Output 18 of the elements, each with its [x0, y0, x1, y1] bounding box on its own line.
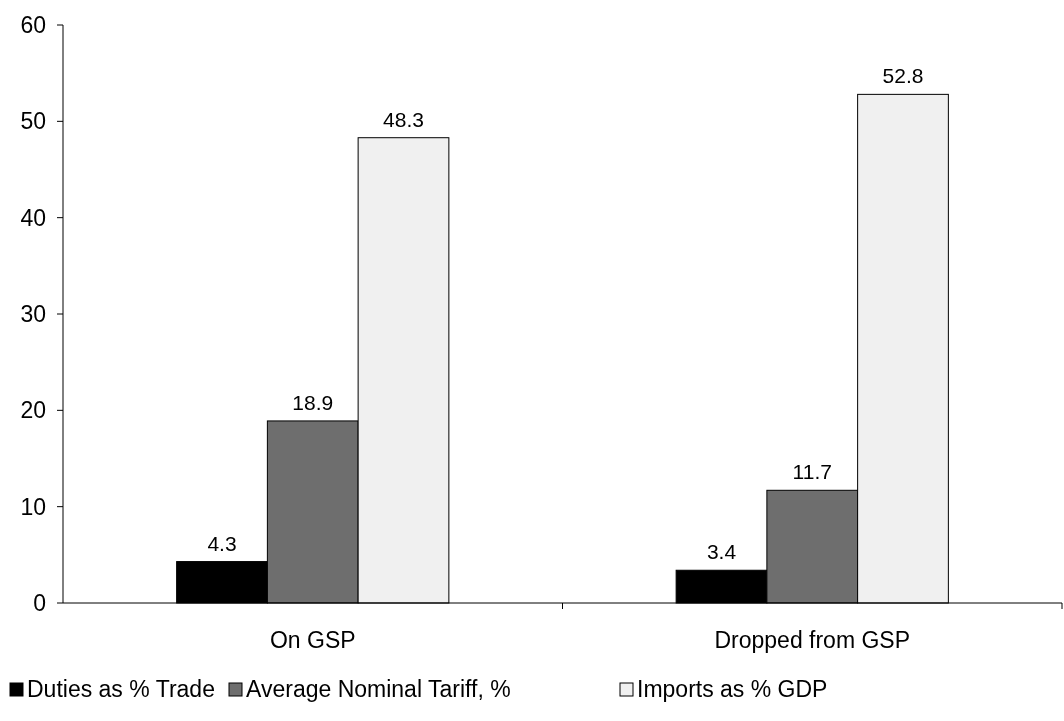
data-label: 4.3 [207, 531, 237, 555]
x-tick-label: On GSP [269, 627, 356, 653]
y-tick-label: 30 [20, 301, 46, 328]
y-tick-label: 40 [20, 204, 46, 231]
y-tick-label: 10 [20, 493, 46, 520]
x-tick-label: Dropped from GSP [714, 627, 911, 653]
legend-label: Average Nominal Tariff, % [246, 676, 511, 702]
data-label: 48.3 [383, 107, 424, 131]
data-label: 3.4 [706, 540, 737, 564]
y-tick-label: 50 [20, 108, 46, 135]
legend-label: Duties as % Trade [27, 676, 215, 702]
y-tick-label: 20 [20, 397, 46, 424]
data-label: 18.9 [292, 390, 334, 414]
y-tick-label: 60 [20, 12, 46, 39]
y-tick-label: 0 [33, 590, 46, 617]
data-label: 11.7 [792, 460, 832, 484]
legend-label: Imports as % GDP [637, 676, 828, 702]
data-label: 52.8 [882, 64, 924, 88]
